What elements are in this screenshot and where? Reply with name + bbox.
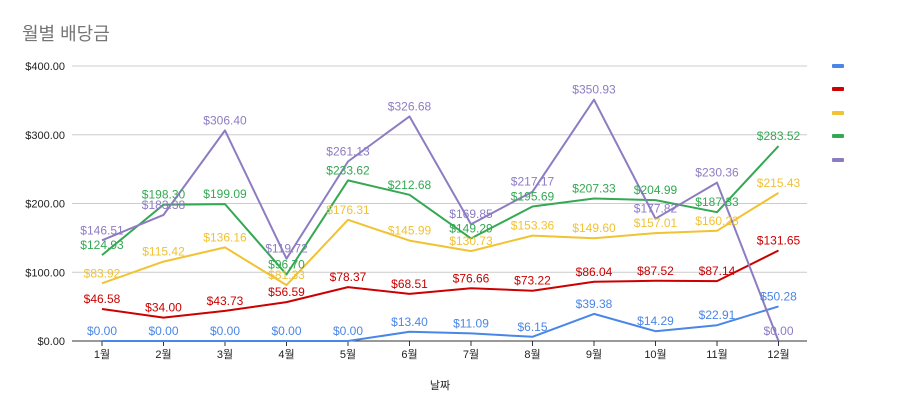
data-label: $124.93 bbox=[80, 238, 124, 252]
data-label: $86.04 bbox=[576, 265, 613, 279]
data-label: $326.68 bbox=[388, 99, 432, 113]
data-label: $177.82 bbox=[634, 202, 678, 216]
data-label: $22.91 bbox=[699, 308, 736, 322]
y-tick-label: $200.00 bbox=[25, 199, 65, 211]
data-label: $14.29 bbox=[637, 314, 674, 328]
data-label: $83.92 bbox=[84, 266, 121, 280]
data-label: $149.29 bbox=[449, 221, 493, 235]
data-label: $283.52 bbox=[757, 129, 801, 143]
data-label: $183.38 bbox=[142, 198, 186, 212]
x-tick-label: 11월 bbox=[706, 348, 728, 361]
x-tick-label: 4월 bbox=[278, 348, 294, 361]
legend-swatch bbox=[832, 111, 844, 115]
data-label: $39.38 bbox=[576, 297, 613, 311]
series-line-3 bbox=[101, 192, 780, 287]
data-label: $131.65 bbox=[757, 233, 801, 247]
y-tick-label: $300.00 bbox=[25, 130, 65, 142]
series-lines bbox=[101, 98, 780, 342]
data-label: $73.22 bbox=[514, 274, 551, 288]
data-labels: $0.00 $0.00 $0.00 $0.00 $0.00 $13.40 $11.09 $6.… bbox=[80, 83, 800, 338]
data-label: $160.23 bbox=[695, 214, 739, 228]
legend-swatch bbox=[832, 134, 844, 138]
data-label: $136.16 bbox=[203, 230, 247, 244]
data-label: $217.17 bbox=[511, 175, 555, 189]
x-tick-label: 7월 bbox=[463, 348, 479, 361]
series-line-2 bbox=[101, 249, 779, 319]
data-label: $157.01 bbox=[634, 216, 678, 230]
x-tick-label: 5월 bbox=[340, 348, 356, 361]
data-label: $0.00 bbox=[210, 324, 240, 338]
data-label: $149.60 bbox=[572, 221, 616, 235]
data-label: $233.62 bbox=[326, 163, 370, 177]
x-tick-label: 2월 bbox=[155, 348, 171, 361]
data-label: $0.00 bbox=[333, 324, 363, 338]
data-label: $207.33 bbox=[572, 181, 616, 195]
data-label: $115.42 bbox=[142, 245, 185, 259]
data-label: $145.99 bbox=[388, 224, 432, 238]
series-line-5 bbox=[101, 98, 780, 342]
data-label: $6.15 bbox=[517, 320, 547, 334]
data-label: $81.33 bbox=[268, 268, 305, 282]
data-label: $0.00 bbox=[763, 324, 793, 338]
data-label: $306.40 bbox=[203, 113, 247, 127]
data-label: $68.51 bbox=[391, 277, 428, 291]
data-label: $0.00 bbox=[271, 324, 301, 338]
data-label: $204.99 bbox=[634, 183, 678, 197]
data-label: $87.14 bbox=[699, 264, 736, 278]
data-label: $0.00 bbox=[148, 324, 178, 338]
data-label: $230.36 bbox=[695, 166, 739, 180]
y-axis-ticks: $0.00 $100.00 $200.00 $300.00 $400.00 bbox=[25, 61, 65, 348]
legend bbox=[832, 64, 844, 162]
data-label: $215.43 bbox=[757, 176, 801, 190]
x-tick-label: 8월 bbox=[524, 348, 540, 361]
data-label: $199.09 bbox=[203, 187, 247, 201]
chart-title: 월별 배당금 bbox=[22, 24, 110, 44]
x-axis-ticks: 1월 2월 3월 4월 5월 6월 7월 8월 9월 10월 11월 12월 bbox=[94, 341, 790, 361]
data-label: $169.85 bbox=[449, 207, 493, 221]
series-line-1 bbox=[102, 305, 779, 342]
x-tick-label: 3월 bbox=[217, 348, 233, 361]
data-label: $76.66 bbox=[453, 271, 490, 285]
data-label: $0.00 bbox=[87, 324, 117, 338]
data-label: $78.37 bbox=[330, 270, 367, 284]
data-label: $187.33 bbox=[695, 195, 739, 209]
data-label: $96.70 bbox=[268, 258, 305, 272]
data-label: $34.00 bbox=[145, 301, 182, 315]
data-label: $46.58 bbox=[84, 292, 121, 306]
data-label: $119.72 bbox=[265, 242, 308, 256]
data-label: $212.68 bbox=[388, 178, 432, 192]
legend-swatch bbox=[832, 87, 844, 91]
x-axis-label: 날짜 bbox=[430, 379, 450, 392]
data-label: $87.52 bbox=[637, 264, 674, 278]
data-label: $43.73 bbox=[207, 294, 244, 308]
y-tick-label: $400.00 bbox=[25, 61, 65, 73]
x-tick-label: 1월 bbox=[94, 348, 110, 361]
data-label: $350.93 bbox=[572, 83, 616, 97]
x-tick-label: 10월 bbox=[644, 348, 666, 361]
y-tick-label: $0.00 bbox=[37, 336, 65, 348]
x-tick-label: 9월 bbox=[586, 348, 602, 361]
data-label: $13.40 bbox=[391, 315, 428, 329]
data-label: $130.73 bbox=[449, 234, 493, 248]
data-label: $11.09 bbox=[453, 316, 489, 330]
data-label: $56.59 bbox=[268, 285, 305, 299]
data-label: $50.28 bbox=[760, 289, 797, 303]
data-label: $198.30 bbox=[142, 188, 186, 202]
data-label: $153.36 bbox=[511, 219, 555, 233]
legend-swatch bbox=[832, 158, 844, 162]
x-tick-label: 6월 bbox=[401, 348, 417, 361]
legend-swatch bbox=[832, 64, 844, 68]
data-label: $176.31 bbox=[326, 203, 370, 217]
series-line-4 bbox=[101, 145, 780, 276]
data-label: $261.13 bbox=[326, 144, 370, 158]
data-label: $195.69 bbox=[511, 189, 555, 203]
data-label: $146.51 bbox=[80, 223, 124, 237]
y-tick-label: $100.00 bbox=[25, 267, 65, 279]
x-tick-label: 12월 bbox=[767, 348, 789, 361]
